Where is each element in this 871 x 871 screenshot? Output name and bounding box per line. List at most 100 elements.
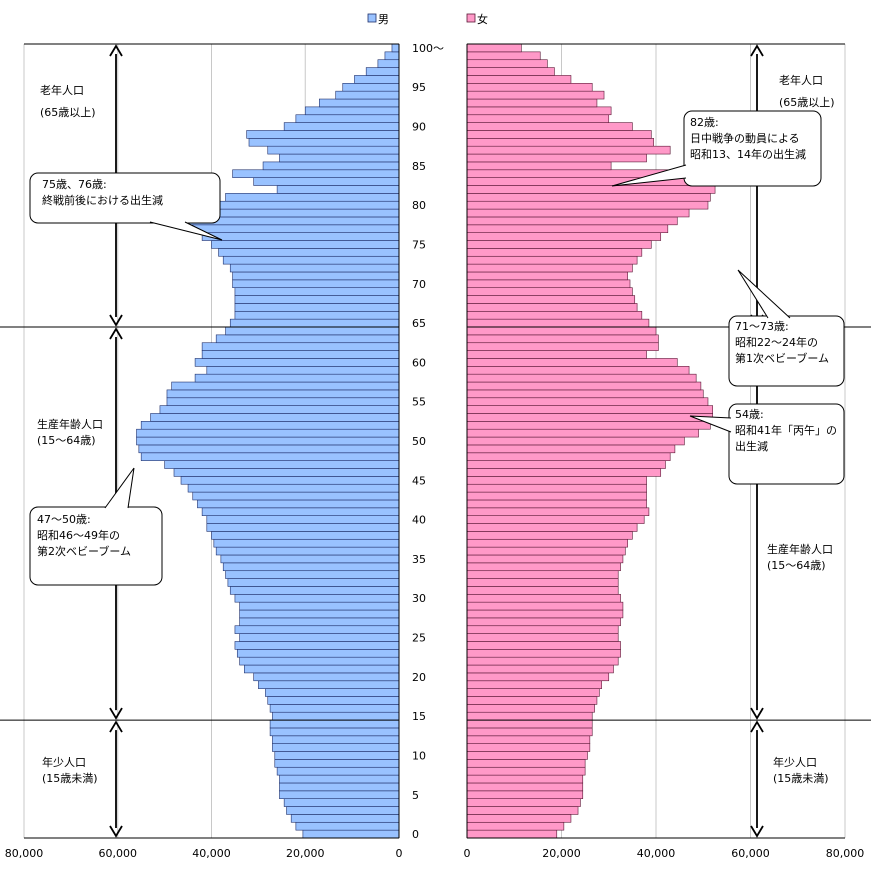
male-elderly-line: (65歳以上) bbox=[40, 106, 96, 119]
male-bar bbox=[253, 672, 400, 682]
female-bar bbox=[466, 578, 619, 587]
callout-75-pointer bbox=[149, 221, 223, 241]
female-bar bbox=[466, 248, 643, 257]
female-bar bbox=[466, 829, 558, 839]
male-elderly-arrow-head-top bbox=[109, 44, 123, 57]
female-bar bbox=[466, 649, 621, 658]
male-bar bbox=[267, 696, 400, 705]
male-elderly-label: 老年人口 (65歳以上) bbox=[40, 83, 96, 119]
age-label: 35 bbox=[412, 553, 426, 566]
age-label: 95 bbox=[412, 81, 426, 94]
male-bar bbox=[234, 593, 400, 603]
male-bar bbox=[166, 397, 400, 406]
female-bar bbox=[466, 625, 619, 634]
male-bar bbox=[225, 326, 400, 336]
callout-82-line: 日中戦争の動員による bbox=[690, 131, 800, 145]
male-bar bbox=[304, 106, 400, 116]
callout-54-pointer bbox=[689, 415, 732, 433]
male-bar bbox=[267, 145, 400, 155]
callout-82-box bbox=[683, 110, 822, 187]
female-bar bbox=[466, 334, 659, 344]
male-working-arrow-head-bottom bbox=[109, 707, 123, 720]
axis-ticks: 80,000 60,000 40,000 20,000 0 0 20,000 40,000 60… bbox=[5, 847, 865, 860]
female-bar bbox=[466, 169, 676, 178]
callout-54-line: 昭和41年「丙午」の bbox=[735, 423, 837, 437]
male-tick-label: 40,000 bbox=[192, 847, 231, 860]
age-label: 70 bbox=[412, 278, 426, 291]
female-elderly-arrow-head-top bbox=[750, 44, 764, 57]
female-bar bbox=[466, 538, 628, 548]
male-bar bbox=[229, 586, 400, 595]
female-bar bbox=[466, 421, 711, 430]
female-tick-label: 80,000 bbox=[826, 847, 865, 860]
female-elderly-label: 老年人口 (65歳以上) bbox=[779, 73, 835, 109]
male-bar bbox=[225, 570, 400, 579]
male-bar bbox=[253, 177, 400, 186]
male-working-line: (15～64歳) bbox=[37, 434, 96, 447]
male-bar bbox=[192, 224, 400, 233]
female-bar bbox=[466, 523, 638, 532]
callout-71-pointer bbox=[737, 269, 791, 319]
male-bar bbox=[272, 743, 400, 752]
male-bar bbox=[269, 727, 400, 737]
male-bar bbox=[283, 122, 400, 131]
female-bar bbox=[466, 774, 584, 784]
male-bar bbox=[206, 515, 400, 524]
female-working-arrow-head-bottom bbox=[750, 707, 764, 720]
female-bar bbox=[466, 193, 711, 202]
female-bar bbox=[466, 656, 619, 666]
female-young-arrow-head-bottom bbox=[750, 825, 764, 838]
male-bar bbox=[272, 735, 400, 744]
legend-male-label: 男 bbox=[378, 13, 389, 26]
male-bar bbox=[211, 531, 400, 540]
callout-54-line: 出生減 bbox=[735, 439, 768, 453]
male-bar bbox=[286, 806, 400, 815]
age-label: 15 bbox=[412, 710, 426, 723]
female-bar bbox=[466, 381, 702, 391]
male-bar bbox=[234, 303, 400, 312]
female-bar bbox=[466, 499, 647, 509]
male-bar bbox=[229, 263, 400, 273]
male-bar bbox=[239, 601, 400, 611]
female-bar bbox=[466, 735, 591, 744]
male-bar bbox=[166, 389, 400, 399]
age-label: 80 bbox=[412, 199, 426, 212]
male-bar bbox=[274, 751, 400, 760]
female-bar bbox=[466, 609, 624, 619]
male-bar bbox=[283, 798, 400, 807]
male-bar bbox=[272, 711, 400, 721]
male-tick-label: 20,000 bbox=[286, 847, 325, 860]
male-young-line: (15歳未満) bbox=[42, 772, 98, 785]
male-bar bbox=[319, 98, 400, 108]
female-bar bbox=[466, 688, 600, 697]
female-bar bbox=[466, 350, 647, 359]
age-label: 50 bbox=[412, 435, 426, 448]
male-bar bbox=[187, 483, 400, 493]
female-bar bbox=[466, 798, 581, 807]
male-bar bbox=[232, 169, 400, 178]
age-label: 5 bbox=[412, 789, 419, 802]
male-bar bbox=[365, 67, 400, 76]
male-bars bbox=[136, 43, 400, 839]
callout-71-line: 昭和22～24年の bbox=[735, 335, 818, 349]
female-bar bbox=[466, 570, 619, 579]
callout-71-line: 第1次ベビーブーム bbox=[735, 351, 829, 365]
female-bar bbox=[466, 224, 669, 233]
female-working-line: 生産年齢人口 bbox=[767, 542, 833, 556]
female-young-label: 年少人口 (15歳未満) bbox=[773, 755, 829, 785]
male-bar bbox=[279, 790, 400, 799]
female-bar bbox=[466, 680, 602, 689]
female-bar bbox=[466, 389, 704, 399]
male-bar bbox=[140, 452, 400, 461]
female-bar bbox=[466, 743, 591, 752]
male-bar bbox=[274, 759, 400, 768]
female-tick-label: 20,000 bbox=[542, 847, 581, 860]
male-elderly-arrow-head-bottom bbox=[109, 314, 123, 327]
female-bar bbox=[466, 719, 593, 729]
female-bar bbox=[466, 672, 610, 682]
female-tick-label: 40,000 bbox=[637, 847, 676, 860]
male-bar bbox=[150, 413, 400, 422]
male-young-line: 年少人口 bbox=[42, 755, 86, 769]
female-bar bbox=[466, 318, 650, 328]
